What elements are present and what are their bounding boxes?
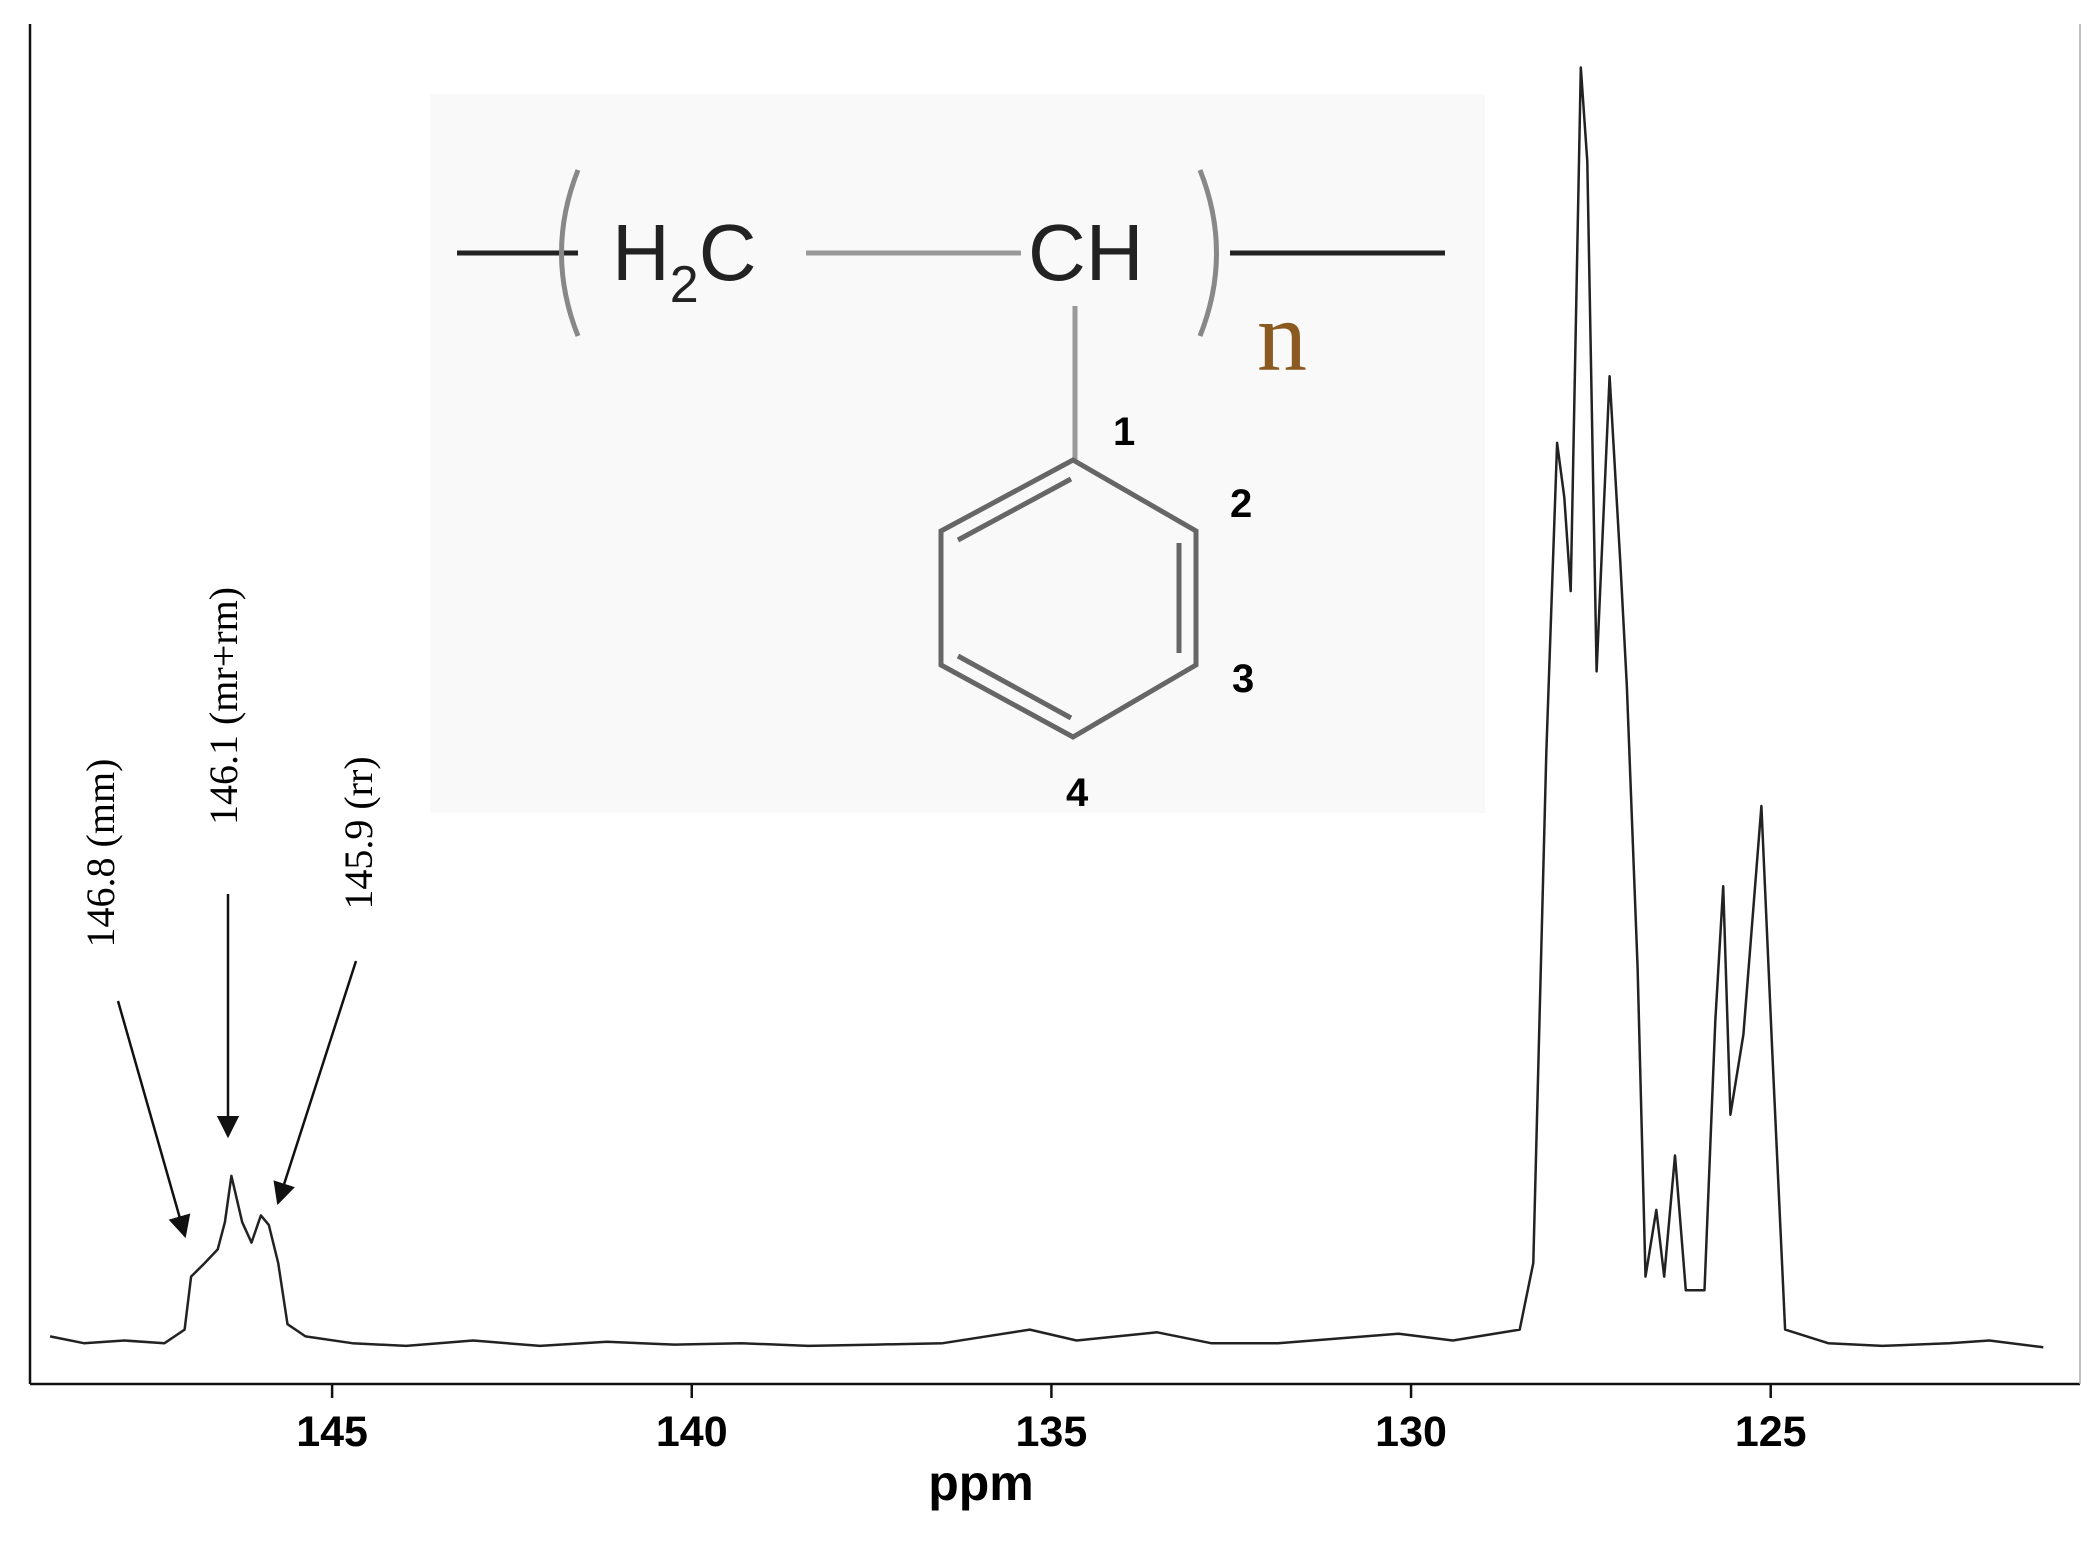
bond <box>956 653 1073 721</box>
x-tick-label: 145 <box>296 1408 368 1456</box>
bracket <box>1197 169 1219 337</box>
spectrum <box>49 66 2044 1349</box>
position-label: 3 <box>1232 657 1254 701</box>
position-label: 4 <box>1066 771 1089 815</box>
arrow <box>116 1000 191 1239</box>
subscript: 2 <box>670 256 699 314</box>
annotation-arrows <box>116 894 358 1239</box>
atom: H <box>612 208 670 297</box>
x-tick-label: 135 <box>1016 1408 1088 1456</box>
annotation: 146.1 (mr+rm) <box>201 587 246 825</box>
arrow <box>273 960 358 1206</box>
structure <box>457 169 1445 740</box>
structure-background <box>430 94 1485 813</box>
x-tick-label: 140 <box>656 1408 728 1456</box>
repeat-label: n <box>1257 281 1307 392</box>
annotation: 146.8 (mm) <box>78 759 123 948</box>
x-axis-label: ppm <box>928 1455 1034 1511</box>
x-tick-label: 130 <box>1375 1408 1447 1456</box>
position-label: 2 <box>1230 482 1252 526</box>
x-tick-label: 125 <box>1735 1408 1807 1456</box>
bond <box>956 476 1073 543</box>
atom: C <box>699 208 757 297</box>
group-label: H2C <box>612 208 756 314</box>
annotation: 145.9 (rr) <box>336 756 381 909</box>
bracket <box>559 169 581 337</box>
position-label: 1 <box>1113 410 1135 454</box>
benzene-ring <box>938 457 1199 740</box>
group-label: CH <box>1028 208 1144 297</box>
